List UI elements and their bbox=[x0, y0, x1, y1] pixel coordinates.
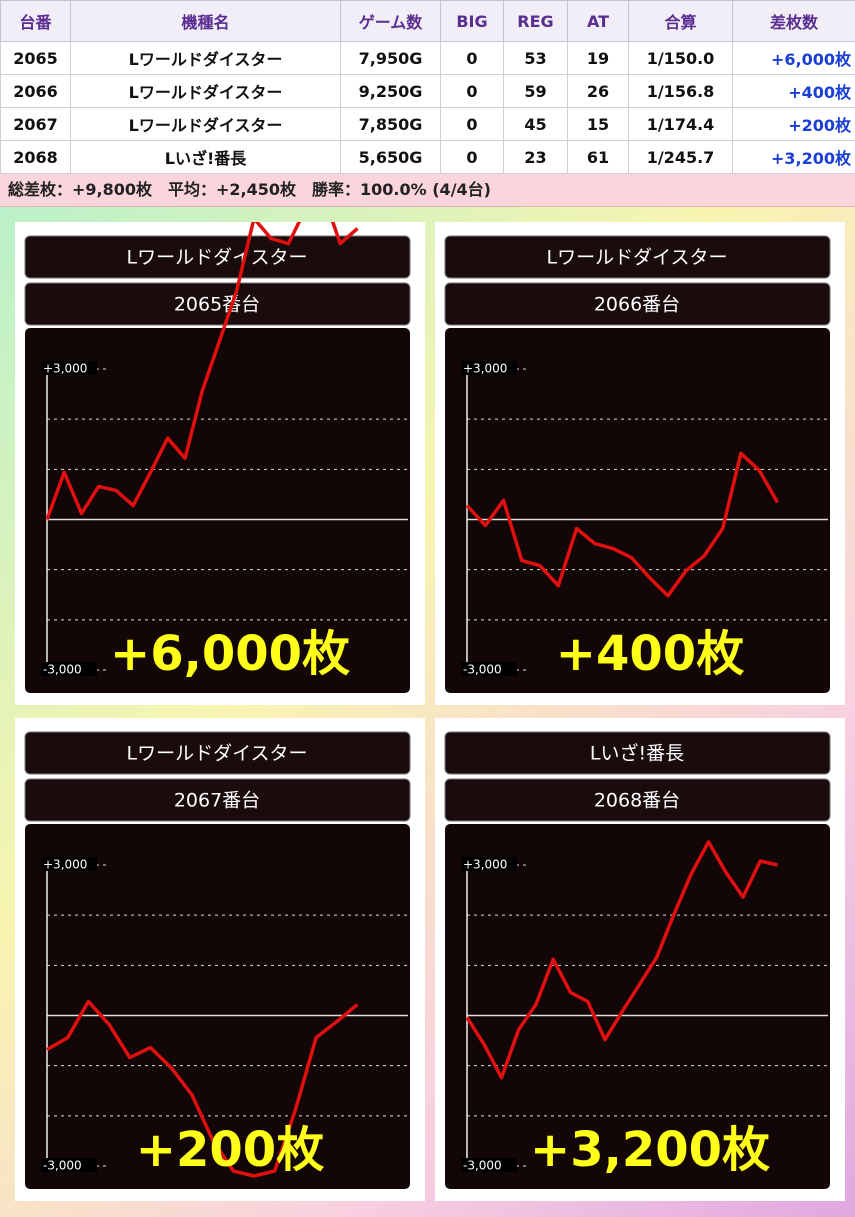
table-cell: 26 bbox=[567, 74, 629, 108]
data-line bbox=[465, 840, 778, 1080]
result-label: +400枚 bbox=[556, 626, 744, 682]
subtitle-bar bbox=[24, 778, 411, 822]
tick-label-bg bbox=[41, 857, 97, 871]
chart-title: Lいざ!番長 bbox=[590, 742, 684, 765]
table-cell: 2068 bbox=[0, 140, 71, 174]
tick-label-bg bbox=[41, 361, 97, 375]
chart-title: Lワールドダイスター bbox=[546, 247, 727, 269]
table-cell: 23 bbox=[503, 140, 568, 174]
chart-title: Lワールドダイスター bbox=[126, 247, 307, 269]
data-line bbox=[46, 999, 359, 1178]
table-cell: 1/150.0 bbox=[628, 41, 733, 75]
tick-label-bg bbox=[41, 1158, 97, 1172]
table-row: 2066 Lワールドダイスター 9,250G 0 59 26 1/156.8 +400枚 bbox=[0, 74, 855, 108]
result-label: +6,000枚 bbox=[110, 626, 350, 682]
table-cell: 0 bbox=[440, 41, 504, 75]
data-table: 台番 機種名 ゲーム数 BIG REG AT 合算 差枚数 2065 Lワールドダイスター 7,9… bbox=[0, 0, 855, 174]
subtitle-bar bbox=[444, 282, 831, 326]
y-tick-label: +3,000 bbox=[43, 858, 87, 872]
result-label: +200枚 bbox=[136, 1122, 324, 1178]
table-cell: 59 bbox=[503, 74, 568, 108]
column-header: 差枚数 bbox=[732, 0, 855, 42]
subtitle-bar bbox=[444, 778, 831, 822]
table-cell: +200枚 bbox=[732, 107, 855, 141]
table-cell: 1/156.8 bbox=[628, 74, 733, 108]
column-header: 合算 bbox=[628, 0, 733, 42]
table-row: 2065 Lワールドダイスター 7,950G 0 53 19 1/150.0 +6,000枚 bbox=[0, 41, 855, 75]
table-cell: 45 bbox=[503, 107, 568, 141]
title-bar bbox=[444, 731, 831, 775]
data-line bbox=[45, 222, 359, 521]
table-cell: 2065 bbox=[0, 41, 71, 75]
y-tick-label: -3,000 bbox=[463, 1159, 502, 1173]
table-cell: Lいざ!番長 bbox=[70, 140, 341, 174]
tick-label-bg bbox=[461, 662, 517, 676]
chart-subtitle: 2067番台 bbox=[174, 790, 260, 812]
summary: 総差枚：+9,800枚 平均：+2,450枚 勝率：100.0% (4/4台) bbox=[0, 174, 855, 207]
chart-subtitle: 2065番台 bbox=[174, 294, 260, 316]
column-header: REG bbox=[503, 0, 568, 42]
table-cell: 0 bbox=[440, 107, 504, 141]
title-bar bbox=[444, 235, 831, 279]
table-cell: 5,650G bbox=[340, 140, 441, 174]
table-body: 2065 Lワールドダイスター 7,950G 0 53 19 1/150.0 +6,000枚 2… bbox=[0, 41, 855, 174]
tick-label-bg bbox=[461, 857, 517, 871]
y-tick-label: +3,000 bbox=[463, 858, 507, 872]
y-tick-label: -3,000 bbox=[43, 1159, 82, 1173]
table-row: 2067 Lワールドダイスター 7,850G 0 45 15 1/174.4 +200枚 bbox=[0, 107, 855, 141]
y-tick-label: -3,000 bbox=[463, 663, 502, 677]
title-bar bbox=[24, 731, 411, 775]
data-line bbox=[465, 451, 780, 598]
y-tick-label: +3,000 bbox=[463, 362, 507, 376]
table-cell: +3,200枚 bbox=[732, 140, 855, 174]
chart-subtitle: 2068番台 bbox=[594, 790, 680, 812]
tick-label-bg bbox=[41, 662, 97, 676]
table-row: 2068 Lいざ!番長 5,650G 0 23 61 1/245.7 +3,200枚 bbox=[0, 140, 855, 174]
table-cell: Lワールドダイスター bbox=[70, 74, 341, 108]
table-cell: 1/245.7 bbox=[628, 140, 733, 174]
chart-subtitle: 2066番台 bbox=[594, 294, 680, 316]
column-header: 機種名 bbox=[70, 0, 341, 42]
tick-label-bg bbox=[461, 1158, 517, 1172]
table-cell: 61 bbox=[567, 140, 629, 174]
title-bar bbox=[24, 235, 411, 279]
table-cell: 7,850G bbox=[340, 107, 441, 141]
y-tick-label: +3,000 bbox=[43, 362, 87, 376]
table-cell: 1/174.4 bbox=[628, 107, 733, 141]
table-cell: 0 bbox=[440, 140, 504, 174]
column-header: AT bbox=[567, 0, 629, 42]
result-label: +3,200枚 bbox=[530, 1122, 770, 1178]
table-cell: Lワールドダイスター bbox=[70, 41, 341, 75]
column-header: 台番 bbox=[0, 0, 71, 42]
tick-label-bg bbox=[461, 361, 517, 375]
chart-title: Lワールドダイスター bbox=[126, 743, 307, 765]
column-header: BIG bbox=[440, 0, 504, 42]
subtitle-bar bbox=[24, 282, 411, 326]
header-row: 台番 機種名 ゲーム数 BIG REG AT 合算 差枚数 bbox=[0, 0, 855, 42]
y-tick-label: -3,000 bbox=[43, 663, 82, 677]
table-cell: +6,000枚 bbox=[732, 41, 855, 75]
